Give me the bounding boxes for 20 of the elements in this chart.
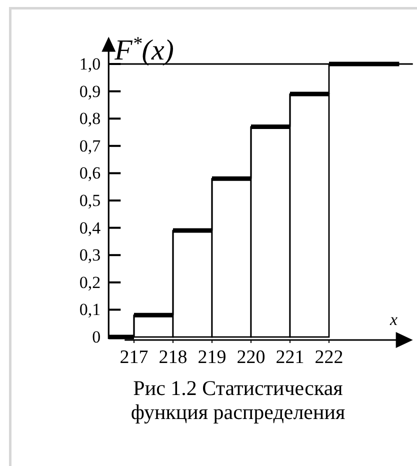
x-tick-label: 219 — [198, 347, 226, 368]
y-tick-label: 0,9 — [79, 82, 101, 101]
y-axis-title: F$^{*}$(x) — [114, 33, 174, 67]
y-tick-label: 0,1 — [79, 300, 101, 320]
x-tick-label: 218 — [158, 347, 188, 368]
x-axis-title: x — [389, 310, 398, 329]
y-tick-label: 0,6 — [79, 164, 101, 183]
y-tick-label: 0,7 — [79, 136, 102, 156]
x-tick-label: 217 — [120, 347, 148, 368]
x-tick-label: 221 — [276, 347, 304, 368]
y-tick-label: 0,3 — [79, 246, 101, 265]
x-tick-label: 222 — [314, 347, 344, 368]
y-tick-label: 0,8 — [79, 109, 101, 128]
y-tick-label: 1,0 — [79, 54, 101, 74]
y-tick-label: 0 — [92, 328, 101, 346]
y-tick-label: 0,5 — [79, 191, 101, 210]
y-tick-label: 0,2 — [79, 272, 101, 292]
x-tick-label: 220 — [236, 347, 266, 368]
text: Рис 1.2 Статистическая функция распределения — [130, 376, 346, 424]
y-tick-label: 0,4 — [79, 218, 102, 238]
